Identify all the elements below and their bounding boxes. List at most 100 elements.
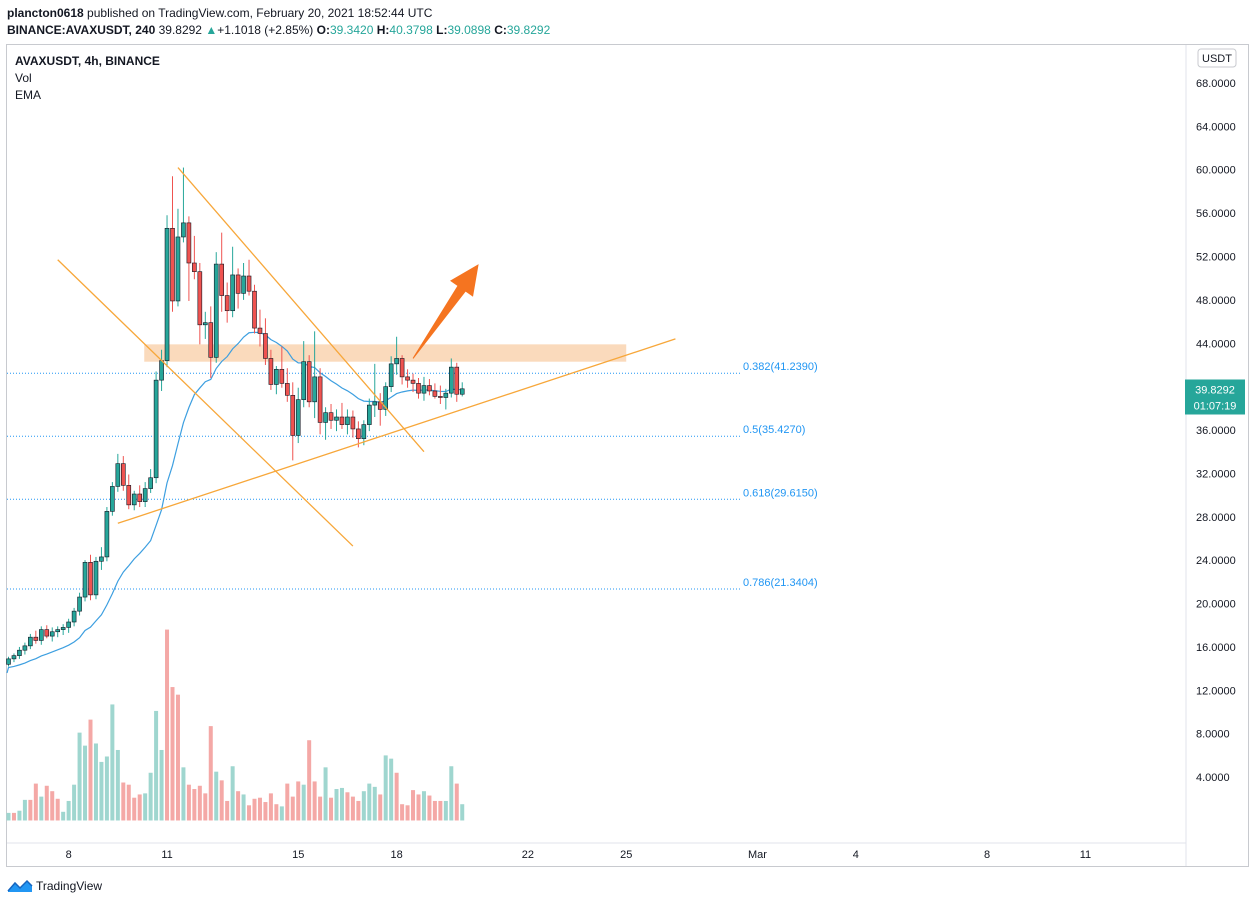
currency-badge[interactable]: USDT xyxy=(1197,48,1237,68)
tradingview-footer[interactable]: TradingView xyxy=(7,877,102,895)
candle-body xyxy=(356,428,361,440)
price-tick-label: 32.0000 xyxy=(1196,468,1236,480)
volume-bar xyxy=(219,780,224,821)
candle-body xyxy=(131,493,137,506)
candle xyxy=(60,624,66,636)
candle xyxy=(279,346,285,388)
candle xyxy=(405,369,410,388)
candle xyxy=(66,618,71,633)
candle-body xyxy=(121,463,126,486)
high-value: 40.3798 xyxy=(389,23,433,37)
volume-bar xyxy=(186,784,191,821)
candle xyxy=(208,306,214,378)
price-tick-label: 56.0000 xyxy=(1196,208,1236,220)
candle xyxy=(356,421,361,448)
time-tick-label: Mar xyxy=(748,849,767,861)
candle xyxy=(361,420,367,446)
legend-ema[interactable]: EMA xyxy=(15,88,42,102)
volume-bar xyxy=(66,800,71,821)
price-tick-label: 24.0000 xyxy=(1196,555,1236,567)
volume-bar xyxy=(214,771,219,821)
candle xyxy=(443,388,449,410)
chart-frame[interactable] xyxy=(6,44,1249,867)
candle xyxy=(213,252,219,363)
volume-bar xyxy=(132,797,137,821)
volume-bar xyxy=(329,797,334,821)
candle-body xyxy=(192,262,197,272)
symbol-quote-line: BINANCE:AVAXUSDT, 240 39.8292 ▲+1.1018 (… xyxy=(7,23,550,37)
candle xyxy=(301,341,307,408)
legend-symbol[interactable]: AVAXUSDT, 4h, BINANCE xyxy=(15,54,160,68)
volume-bar xyxy=(389,758,394,821)
up-arrow-icon[interactable] xyxy=(412,264,479,359)
volume-bar xyxy=(170,687,175,821)
volume-bar xyxy=(28,799,33,821)
candle-body xyxy=(443,392,449,398)
volume-bar xyxy=(312,781,317,821)
author-name[interactable]: plancton0618 xyxy=(7,6,84,20)
volume-bar xyxy=(137,794,142,821)
candle-body xyxy=(416,383,421,394)
candle xyxy=(438,385,443,404)
candle-body xyxy=(312,376,317,403)
volume-bar xyxy=(165,629,170,821)
candle-body xyxy=(203,322,208,326)
volume-bar xyxy=(432,800,437,821)
candle-body xyxy=(60,627,66,630)
volume-bar xyxy=(181,767,186,821)
trendline[interactable] xyxy=(177,167,425,453)
candle xyxy=(334,409,339,432)
candle-body xyxy=(55,629,61,633)
volume-bar xyxy=(203,793,208,821)
candle-body xyxy=(252,290,257,329)
time-tick-label: 4 xyxy=(853,849,859,861)
candle xyxy=(71,607,77,627)
candle-body xyxy=(170,227,175,302)
candle-body xyxy=(366,404,372,425)
candle-body xyxy=(361,424,367,440)
candle-body xyxy=(301,361,307,400)
candle xyxy=(427,379,432,396)
candle-body xyxy=(38,629,44,641)
price-tick-label: 64.0000 xyxy=(1196,121,1236,133)
volume-bar xyxy=(192,789,197,821)
candle-body xyxy=(77,596,82,612)
currency-badge-box xyxy=(1197,48,1237,68)
price-change: +1.1018 (+2.85%) xyxy=(217,23,314,37)
candle-body xyxy=(104,511,110,558)
candle xyxy=(192,235,197,280)
candle xyxy=(126,474,132,510)
candle xyxy=(203,311,208,339)
volume-bar xyxy=(405,805,410,821)
candle-body xyxy=(274,368,279,385)
close-label: C: xyxy=(494,23,507,37)
volume-bar xyxy=(449,766,454,821)
candle xyxy=(377,393,383,426)
volume-bar xyxy=(88,719,93,821)
volume-bar xyxy=(421,791,426,821)
price-tick-label: 28.0000 xyxy=(1196,512,1236,524)
volume-bar xyxy=(263,802,268,821)
candle xyxy=(246,259,252,296)
volume-bar xyxy=(110,704,115,821)
trendline[interactable] xyxy=(57,259,354,547)
time-tick-label: 8 xyxy=(66,849,72,861)
candle-body xyxy=(6,658,11,665)
trendline[interactable] xyxy=(117,338,676,524)
candle-body xyxy=(137,493,142,502)
last-price-label: 39.8292 xyxy=(1195,384,1235,396)
candle xyxy=(448,358,454,398)
candle xyxy=(44,625,50,639)
candle-body xyxy=(93,560,99,596)
candle xyxy=(416,377,421,399)
volume-bar xyxy=(416,794,421,821)
candle xyxy=(104,507,110,562)
publish-line: plancton0618 published on TradingView.co… xyxy=(7,6,432,20)
candle xyxy=(77,592,82,616)
candle xyxy=(454,362,460,402)
legend-volume[interactable]: Vol xyxy=(15,71,32,85)
candle xyxy=(252,284,257,334)
volume-bar xyxy=(318,796,323,821)
candle-body xyxy=(71,610,77,623)
